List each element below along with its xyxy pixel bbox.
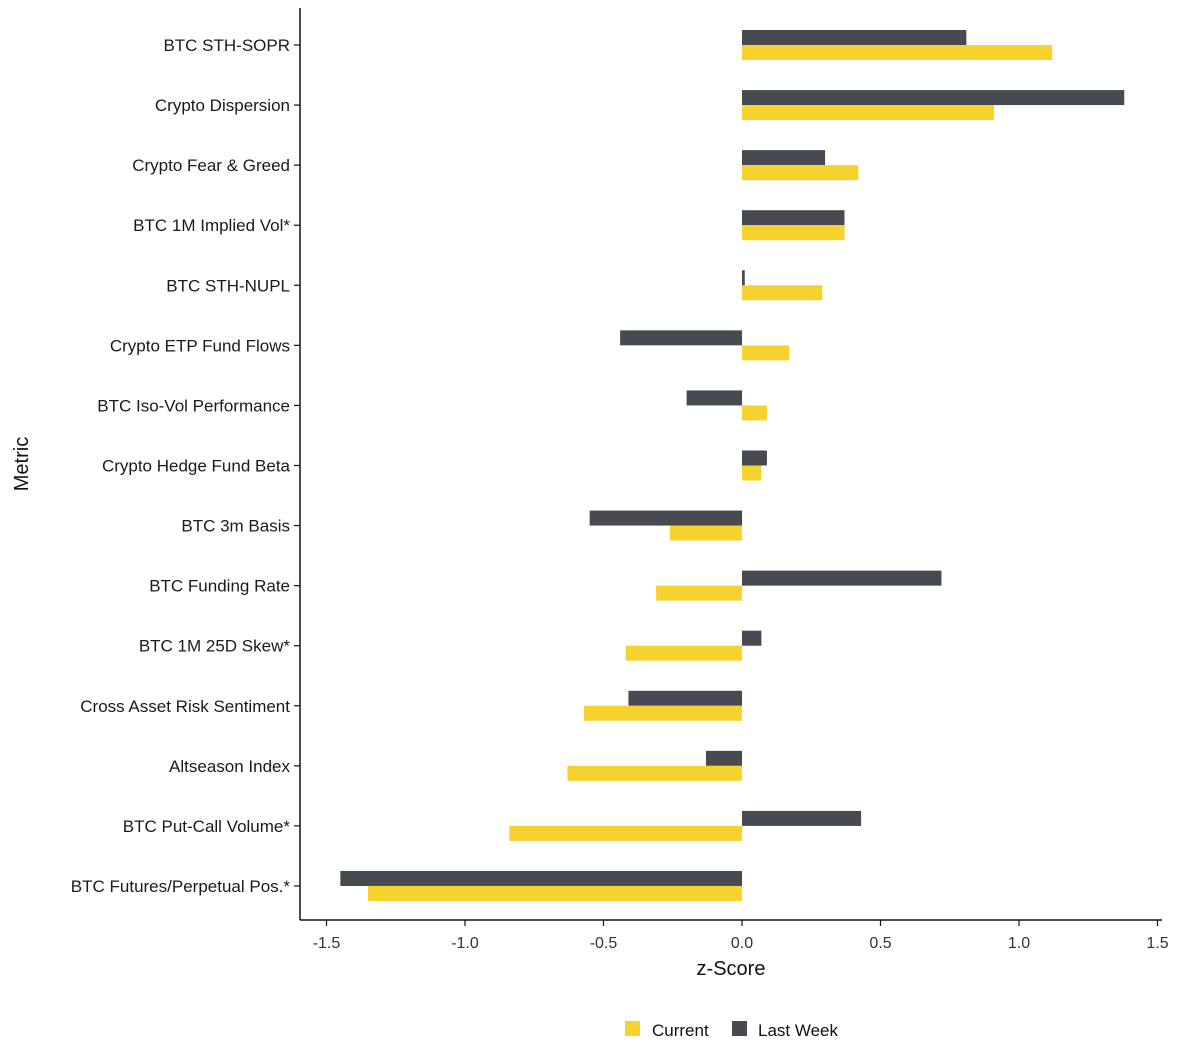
y-tick-label: Crypto Hedge Fund Beta — [102, 456, 291, 475]
x-tick-label: -1.0 — [451, 935, 479, 952]
bar-last-week — [340, 870, 742, 886]
y-tick-label: Crypto Dispersion — [155, 96, 290, 115]
bars-layer — [340, 30, 1125, 901]
y-tick-label: Cross Asset Risk Sentiment — [80, 697, 290, 716]
bar-last-week — [742, 270, 745, 286]
y-tick-label: BTC 3m Basis — [181, 517, 290, 536]
y-tick-label: BTC Put-Call Volume* — [123, 817, 291, 836]
bar-current — [625, 645, 742, 661]
bar-current — [742, 285, 823, 301]
x-tick-label: -0.5 — [590, 935, 618, 952]
y-tick-label: BTC STH-NUPL — [166, 276, 290, 295]
bar-last-week — [742, 570, 942, 586]
y-tick-label: BTC Iso-Vol Performance — [97, 396, 290, 415]
bar-current — [656, 585, 742, 601]
bar-current — [742, 225, 845, 241]
bar-last-week — [742, 30, 967, 45]
bar-last-week — [589, 510, 742, 526]
y-tick-label: BTC Futures/Perpetual Pos.* — [71, 877, 291, 896]
legend-label: Current — [652, 1021, 709, 1040]
legend-swatch — [732, 1021, 747, 1036]
y-tick-label: Crypto ETP Fund Flows — [110, 336, 290, 355]
x-tick-label: 1.5 — [1146, 935, 1168, 952]
bar-current — [742, 465, 762, 481]
bar-last-week — [742, 810, 862, 826]
x-axis: -1.5 -1.0 -0.5 0.0 0.5 1.0 1.5 — [300, 919, 1169, 952]
bar-last-week — [686, 390, 742, 406]
bar-last-week — [742, 210, 845, 226]
x-tick-label: 0.0 — [731, 935, 753, 952]
bar-last-week — [620, 330, 742, 346]
bar-current — [368, 885, 742, 901]
bar-current — [669, 525, 742, 541]
legend-swatch — [625, 1021, 640, 1036]
bar-current — [742, 45, 1053, 60]
bar-last-week — [742, 450, 767, 466]
y-tick-label: BTC 1M Implied Vol* — [133, 216, 290, 235]
y-axis-title: Metric — [11, 437, 33, 491]
bar-last-week — [628, 690, 742, 706]
legend-label: Last Week — [758, 1021, 839, 1040]
y-tick-label: Altseason Index — [169, 757, 290, 776]
bar-last-week — [742, 90, 1125, 106]
bar-current — [742, 345, 790, 361]
bar-current — [742, 165, 859, 181]
y-axis: BTC STH-SOPR Crypto Dispersion Crypto Fear… — [71, 8, 301, 920]
x-axis-title: z-Score — [697, 958, 766, 980]
y-tick-label: BTC Funding Rate — [149, 577, 290, 596]
legend: Current Last Week — [625, 1021, 839, 1040]
bar-current — [584, 705, 742, 721]
bar-current — [567, 765, 742, 781]
x-tick-label: -1.5 — [313, 935, 341, 952]
bar-current — [509, 825, 742, 841]
bar-last-week — [742, 150, 826, 166]
bar-current — [742, 405, 767, 421]
y-tick-label: BTC STH-SOPR — [163, 36, 290, 55]
y-tick-label: BTC 1M 25D Skew* — [139, 637, 291, 656]
y-tick-label: Crypto Fear & Greed — [132, 156, 290, 175]
bar-last-week — [742, 630, 762, 646]
bar-current — [742, 105, 995, 121]
x-tick-label: 1.0 — [1008, 935, 1030, 952]
x-tick-label: 0.5 — [869, 935, 891, 952]
bar-last-week — [705, 750, 742, 766]
